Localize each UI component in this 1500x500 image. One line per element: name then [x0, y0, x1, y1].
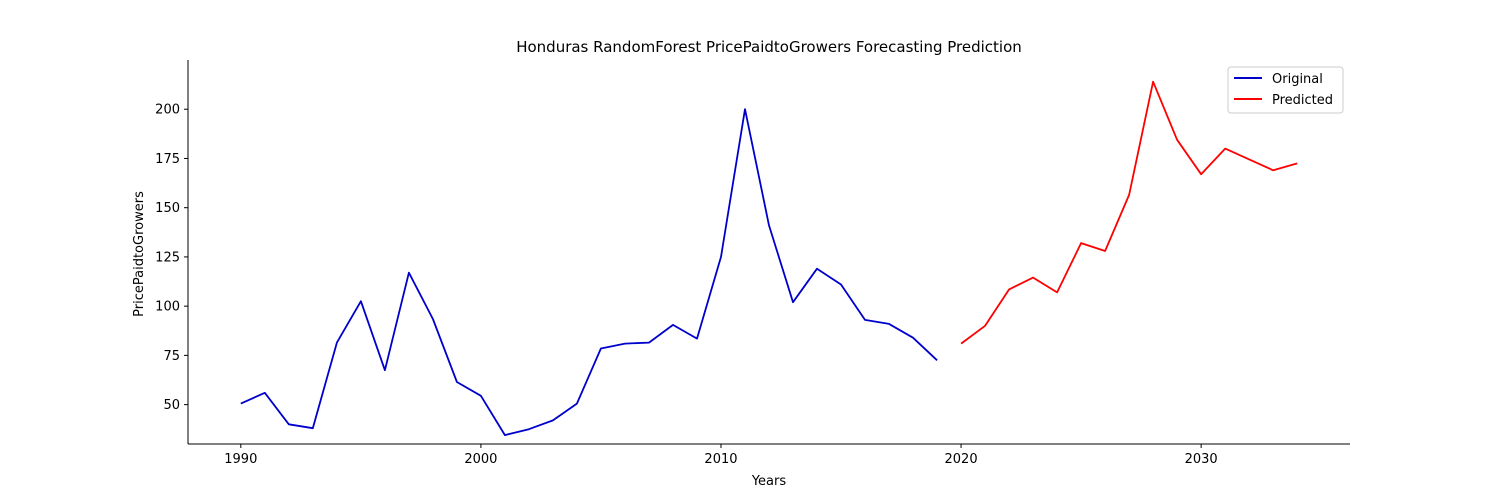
y-tick-label: 200: [155, 103, 180, 118]
x-tick-label: 2030: [1185, 452, 1218, 467]
y-axis-ticks: 50 75 100 125 150 175 200: [155, 103, 188, 413]
x-tick-label: 2010: [704, 452, 737, 467]
y-tick-label: 175: [155, 152, 180, 167]
series-line-predicted: [960, 80, 1298, 345]
x-axis-label: Years: [751, 474, 787, 489]
y-tick-label: 125: [155, 250, 180, 265]
y-tick-label: 150: [155, 201, 180, 216]
legend-label-predicted: Predicted: [1272, 93, 1333, 108]
y-axis-label: PricePaidtoGrowers: [132, 191, 147, 317]
y-tick-label: 75: [163, 349, 180, 364]
x-tick-label: 1990: [224, 452, 257, 467]
legend: Original Predicted: [1227, 66, 1344, 114]
y-tick-label: 100: [155, 300, 180, 315]
plot-area: 1990 2000 2010 2020 2030 50 75 100 125 150 175 200: [155, 60, 1350, 467]
x-tick-label: 2000: [464, 452, 497, 467]
series-line-original: [240, 108, 938, 437]
y-tick-label: 50: [163, 398, 180, 413]
legend-label-original: Original: [1272, 72, 1323, 87]
chart-title: Honduras RandomForest PricePaidtoGrowers…: [516, 38, 1022, 56]
series-lines: [240, 80, 1298, 437]
x-tick-label: 2020: [945, 452, 978, 467]
x-axis-ticks: 1990 2000 2010 2020 2030: [224, 444, 1218, 467]
